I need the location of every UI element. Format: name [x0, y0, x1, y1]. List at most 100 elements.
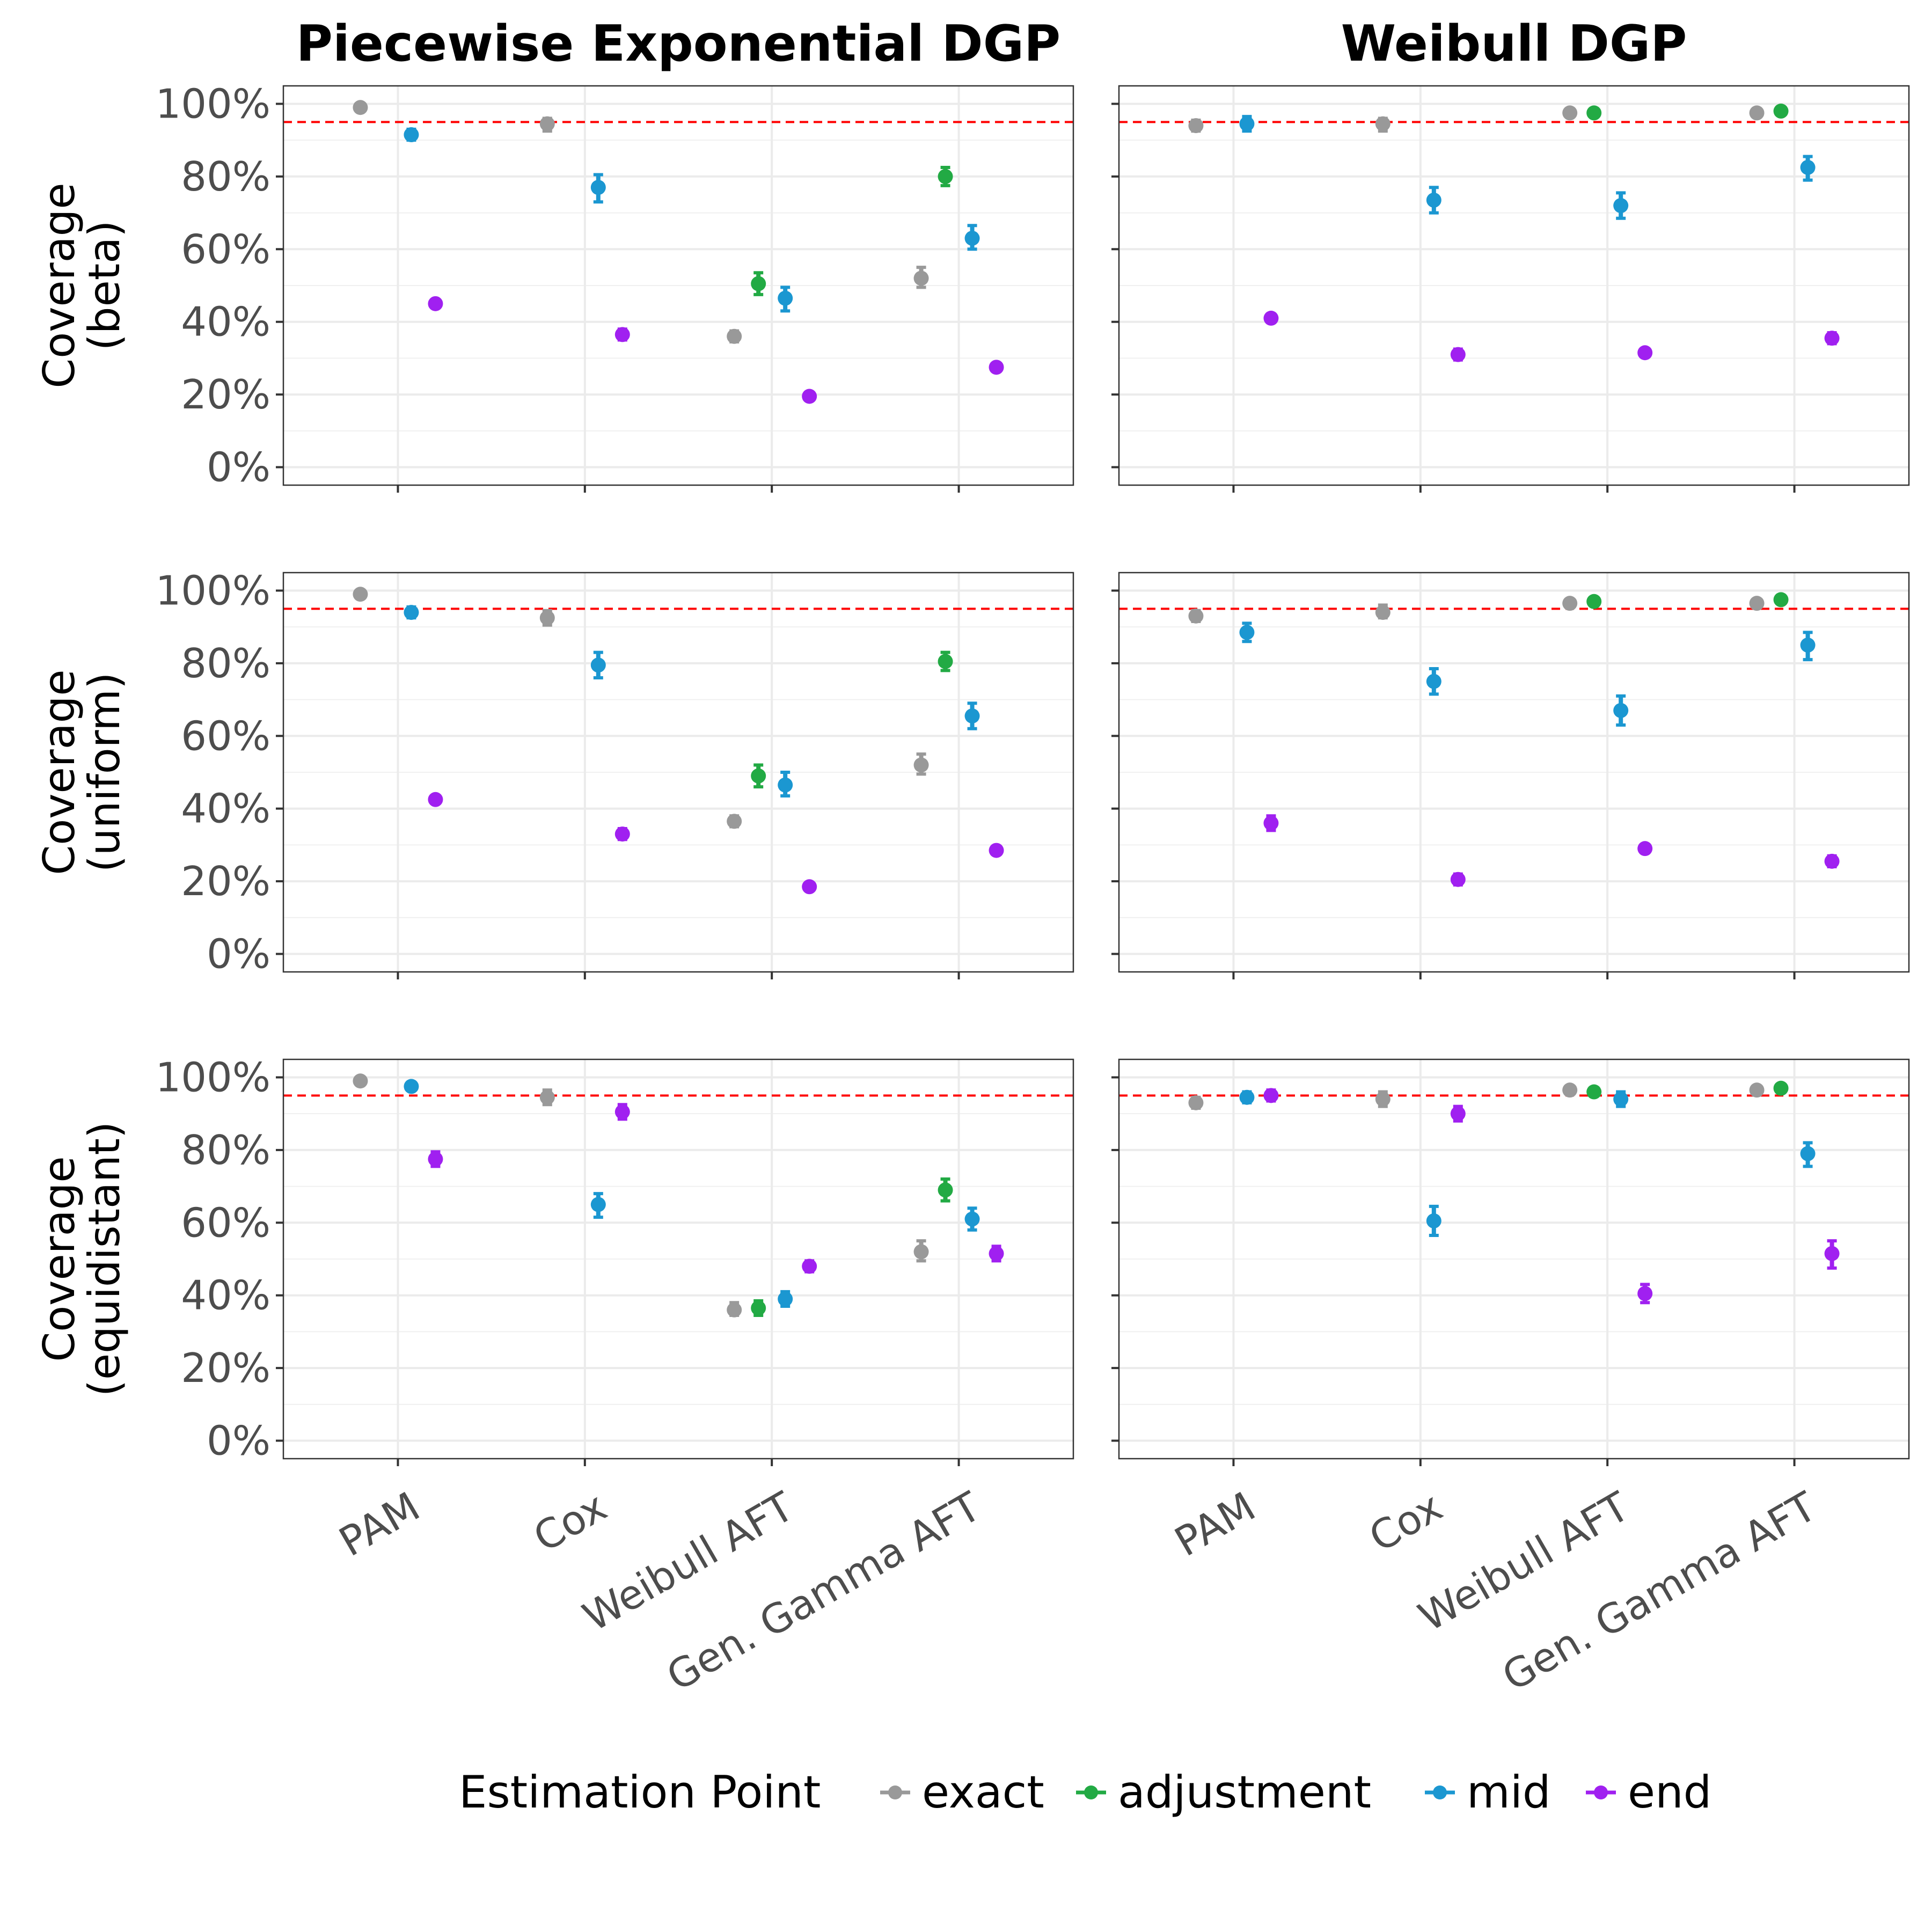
point-marker [428, 1151, 443, 1167]
point-cox-end [614, 327, 630, 342]
panel-r1-c1 [1111, 572, 1910, 979]
legend-key-marker [1594, 1785, 1608, 1799]
point-marker [938, 654, 953, 669]
point-weibull-aft-adjustment [1586, 1084, 1602, 1100]
point-marker [1375, 1092, 1391, 1107]
point-gen-gamma-aft-end [989, 843, 1004, 858]
point-gen-gamma-aft-exact [913, 266, 929, 289]
point-weibull-aft-exact [1562, 596, 1578, 611]
panel-r2-c1 [1111, 1058, 1910, 1466]
point-weibull-aft-exact [727, 328, 742, 344]
point-weibull-aft-mid [1613, 1090, 1629, 1108]
point-marker [404, 1079, 419, 1094]
point-marker [1188, 1095, 1204, 1110]
point-gen-gamma-aft-end [1824, 853, 1840, 869]
point-marker [590, 180, 606, 195]
point-marker [539, 610, 555, 626]
point-gen-gamma-aft-mid [1800, 1141, 1816, 1168]
point-marker [404, 127, 419, 143]
point-marker [353, 1073, 368, 1089]
column-title-piecewise-exponential-dgp: Piecewise Exponential DGP [296, 14, 1060, 72]
point-weibull-aft-mid [778, 1290, 793, 1308]
point-cox-mid [590, 650, 606, 679]
legend-key-marker [888, 1785, 902, 1799]
point-cox-end [1450, 872, 1466, 887]
x-tick-label-pam: PAM [1167, 1483, 1263, 1565]
point-marker [353, 587, 368, 602]
point-marker [1263, 310, 1279, 326]
point-weibull-aft-end [1637, 345, 1653, 361]
legend-label: mid [1467, 1766, 1551, 1818]
point-marker [404, 605, 419, 620]
point-marker [1375, 605, 1391, 620]
y-tick-label: 100% [156, 80, 270, 127]
point-marker [1450, 872, 1466, 887]
point-weibull-aft-exact [727, 814, 742, 829]
point-marker [1188, 608, 1204, 624]
point-pam-exact [1188, 118, 1204, 134]
point-weibull-aft-end [802, 389, 817, 404]
panel-border [282, 572, 1074, 973]
y-tick-label: 40% [181, 1272, 270, 1319]
legend-label: end [1628, 1766, 1711, 1818]
point-marker [590, 1197, 606, 1212]
point-marker [428, 296, 443, 311]
point-gen-gamma-aft-exact [913, 752, 929, 776]
point-marker [1773, 592, 1789, 608]
point-pam-mid [404, 1079, 419, 1094]
point-marker [1749, 596, 1765, 611]
row-label-line: (beta) [79, 221, 129, 351]
point-cox-mid [590, 173, 606, 204]
panel-r0-c0 [276, 85, 1074, 493]
point-marker [802, 1258, 817, 1274]
point-marker [751, 276, 766, 291]
point-marker [353, 100, 368, 115]
point-marker [1586, 1084, 1602, 1100]
point-gen-gamma-aft-adjustment [938, 1177, 953, 1203]
point-gen-gamma-aft-end [1824, 331, 1840, 346]
point-weibull-aft-end [802, 879, 817, 895]
point-cox-exact [1375, 1090, 1391, 1108]
point-pam-mid [404, 605, 419, 620]
panels-layer [276, 85, 1910, 1466]
point-cox-exact [539, 116, 555, 133]
panel-r1-c0 [276, 572, 1074, 979]
panel-border [282, 1058, 1074, 1460]
point-weibull-aft-mid [1613, 694, 1629, 727]
point-marker [964, 230, 980, 246]
point-marker [539, 116, 555, 131]
panel-border [1118, 1058, 1910, 1460]
legend-entry-exact: exact [880, 1766, 1044, 1818]
point-marker [1263, 815, 1279, 831]
point-marker [727, 328, 742, 344]
point-gen-gamma-aft-mid [964, 224, 980, 251]
panel-r2-c0 [276, 1058, 1074, 1466]
y-tick-label: 80% [181, 153, 270, 200]
point-marker [913, 1244, 929, 1260]
point-marker [428, 792, 443, 807]
point-pam-end [428, 792, 443, 807]
legend-entry-end: end [1586, 1766, 1711, 1818]
point-marker [1773, 1080, 1789, 1096]
point-marker [802, 389, 817, 404]
point-marker [1824, 331, 1840, 346]
point-pam-end [1263, 1088, 1279, 1103]
legend: Estimation Point exact adjustment mid end [459, 1766, 1711, 1818]
point-marker [1562, 1082, 1578, 1098]
point-marker [1749, 1082, 1765, 1098]
point-gen-gamma-aft-adjustment [1773, 104, 1789, 119]
point-marker [1637, 1286, 1653, 1301]
point-marker [989, 843, 1004, 858]
y-tick-label: 60% [181, 225, 270, 273]
point-marker [1824, 1246, 1840, 1261]
point-marker [1613, 702, 1629, 718]
point-cox-mid [1426, 667, 1441, 696]
point-marker [802, 879, 817, 895]
point-marker [1239, 625, 1255, 640]
point-pam-exact [1188, 1095, 1204, 1110]
point-marker [539, 1089, 555, 1105]
point-gen-gamma-aft-adjustment [1773, 592, 1789, 608]
point-cox-exact [1375, 116, 1391, 133]
point-marker [964, 1211, 980, 1227]
